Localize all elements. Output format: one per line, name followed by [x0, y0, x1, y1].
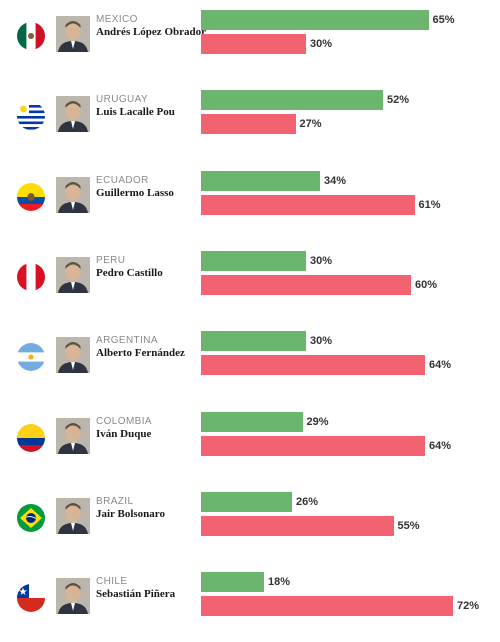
leader-avatar [56, 337, 90, 374]
leader-name: Sebastián Piñera [96, 588, 176, 601]
approve-value-label: 29% [306, 415, 329, 428]
disapprove-value-label: 60% [415, 278, 438, 291]
disapprove-bar [201, 435, 425, 456]
approve-value-label: 26% [296, 495, 319, 508]
country-label: PERU [96, 254, 126, 266]
leader-avatar [56, 176, 90, 213]
leader-name: Luis Lacalle Pou [96, 106, 175, 119]
approve-bar [201, 491, 292, 512]
leader-name: Pedro Castillo [96, 266, 163, 279]
approval-chart: MEXICO Andrés López Obrador 65% 30% URUGUAY L… [0, 10, 500, 617]
disapprove-bar [201, 34, 306, 54]
peru-flag-icon [17, 262, 45, 291]
leader-avatar [56, 417, 90, 454]
approve-bar [201, 572, 264, 593]
leader-name: Alberto Fernández [96, 347, 185, 360]
disapprove-value-label: 27% [299, 118, 322, 131]
approve-value-label: 30% [310, 254, 333, 267]
leader-avatar [56, 578, 90, 615]
chart-row: PERU Pedro Castillo 30% 60% [0, 250, 500, 321]
chart-row: BRAZIL Jair Bolsonaro 26% 55% [0, 491, 500, 562]
chart-row: ARGENTINA Alberto Fernández 30% 64% [0, 331, 500, 401]
disapprove-bar [201, 355, 425, 376]
country-label: CHILE [96, 576, 128, 588]
disapprove-bar [201, 515, 394, 536]
approve-bar [201, 331, 306, 352]
country-label: ECUADOR [96, 174, 149, 186]
approve-bar [201, 170, 320, 191]
disapprove-value-label: 55% [397, 519, 420, 532]
chart-row: URUGUAY Luis Lacalle Pou 52% 27% [0, 90, 500, 160]
leader-avatar [56, 16, 90, 52]
leader-name: Jair Bolsonaro [96, 507, 165, 520]
approve-value-label: 18% [268, 576, 291, 589]
uruguay-flag-icon [17, 102, 45, 131]
brazil-flag-icon [17, 503, 45, 532]
chart-row: ECUADOR Guillermo Lasso 34% 61% [0, 170, 500, 241]
approve-value-label: 52% [387, 94, 410, 107]
disapprove-bar [201, 596, 453, 617]
leader-avatar [56, 96, 90, 133]
approve-bar [201, 411, 303, 432]
ecuador-flag-icon [17, 182, 45, 211]
argentina-flag-icon [17, 343, 45, 372]
chart-row: CHILE Sebastián Piñera 18% 72% [0, 572, 500, 642]
disapprove-value-label: 64% [429, 359, 452, 372]
country-label: BRAZIL [96, 495, 134, 507]
disapprove-bar [201, 274, 411, 295]
country-label: COLOMBIA [96, 415, 152, 427]
approve-bar [201, 90, 383, 111]
approve-value-label: 34% [324, 174, 347, 187]
disapprove-value-label: 61% [418, 198, 441, 211]
chart-row: MEXICO Andrés López Obrador 65% 30% [0, 10, 500, 80]
chile-flag-icon [17, 584, 45, 613]
chart-row: COLOMBIA Iván Duque 29% 64% [0, 411, 500, 482]
disapprove-bar [201, 114, 296, 135]
leader-avatar [56, 256, 90, 293]
approve-bar [201, 250, 306, 271]
disapprove-bar [201, 194, 415, 215]
disapprove-value-label: 72% [457, 600, 480, 613]
disapprove-value-label: 30% [310, 38, 333, 50]
disapprove-value-label: 64% [429, 439, 452, 452]
approve-bar [201, 10, 429, 30]
country-label: MEXICO [96, 14, 138, 25]
country-label: ARGENTINA [96, 335, 158, 347]
approve-value-label: 30% [310, 335, 333, 348]
country-label: URUGUAY [96, 94, 149, 106]
leader-avatar [56, 497, 90, 534]
mexico-flag-icon [17, 22, 45, 50]
leader-name: Iván Duque [96, 427, 152, 440]
leader-name: Andrés López Obrador [96, 26, 206, 38]
colombia-flag-icon [17, 423, 45, 452]
leader-name: Guillermo Lasso [96, 186, 174, 199]
approve-value-label: 65% [432, 14, 455, 26]
